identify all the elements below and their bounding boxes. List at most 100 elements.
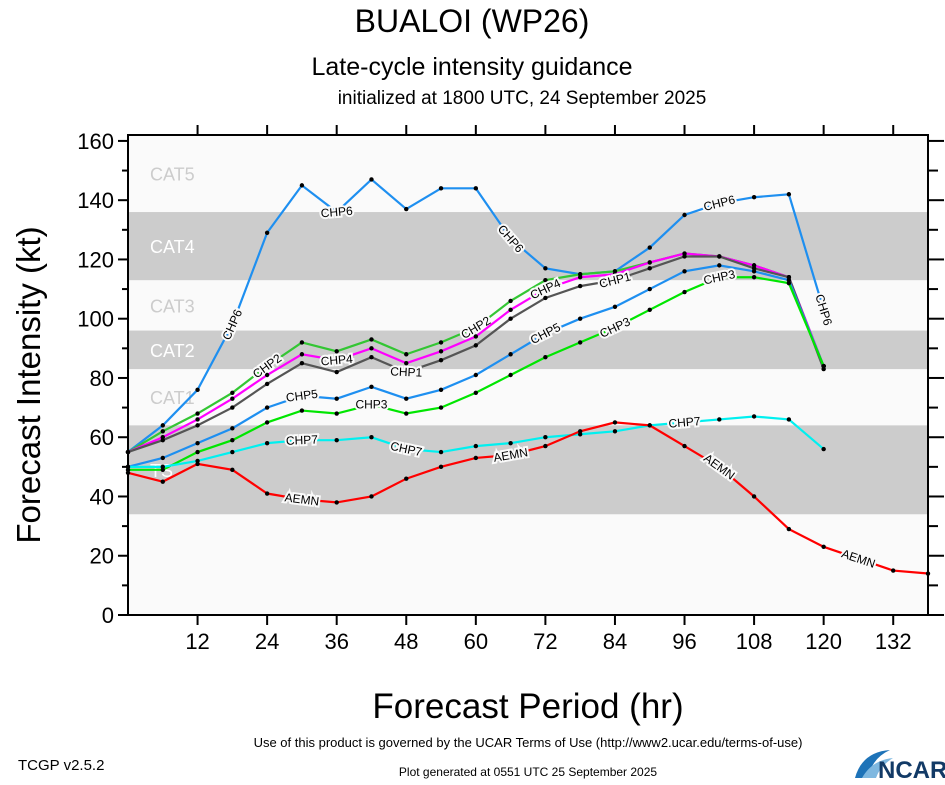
data-point-chp7 (264, 440, 270, 446)
x-tick-label: 24 (255, 629, 279, 654)
data-point-chp4 (230, 396, 235, 401)
data-point-chp2 (195, 411, 200, 416)
data-point-chp2 (438, 340, 444, 345)
terms-of-use: Use of this product is governed by the U… (254, 735, 803, 750)
data-point-chp5 (647, 286, 652, 292)
x-axis-label: Forecast Period (hr) (372, 687, 683, 726)
data-point-chp5 (438, 387, 444, 393)
data-point-chp1 (195, 423, 200, 428)
data-point-chp7 (404, 446, 409, 452)
data-point-chp3 (543, 355, 548, 360)
data-point-chp6 (369, 177, 374, 182)
x-tick-label: 36 (324, 629, 348, 654)
data-point-chp2 (404, 352, 409, 357)
data-point-aemn (230, 467, 235, 473)
data-point-chp6 (508, 236, 513, 241)
data-point-chp2 (264, 363, 270, 369)
y-tick-label: 80 (90, 366, 114, 391)
data-point-chp5 (369, 384, 374, 390)
y-tick-label: 120 (77, 247, 114, 272)
data-point-chp4 (577, 275, 583, 280)
y-tick-label: 20 (90, 544, 114, 569)
data-point-chp1 (334, 369, 339, 375)
data-point-chp4 (369, 346, 374, 351)
chart-title: BUALOI (WP26) (355, 3, 590, 39)
data-point-chp3 (195, 449, 200, 455)
data-point-chp5 (612, 304, 618, 310)
data-point-chp3 (334, 411, 339, 416)
x-tick-label: 12 (185, 629, 209, 654)
band-label-cat3: CAT3 (150, 296, 195, 316)
series-label-chp5: CHP5 (285, 387, 319, 405)
data-point-aemn (195, 461, 200, 467)
data-point-aemn (717, 464, 722, 470)
data-point-chp5 (160, 455, 165, 461)
data-point-chp5 (543, 331, 548, 336)
data-point-chp3 (299, 408, 305, 413)
data-point-chp1 (647, 266, 652, 271)
data-point-chp3 (577, 340, 583, 345)
data-point-aemn (925, 571, 931, 576)
x-tick-label: 120 (805, 629, 842, 654)
x-tick-label: 132 (875, 629, 912, 654)
data-point-chp3 (473, 390, 479, 395)
data-point-chp5 (299, 393, 305, 398)
y-axis-label: Forecast Intensity (kt) (10, 226, 47, 543)
data-point-chp7 (334, 437, 339, 443)
data-point-chp6 (473, 186, 479, 191)
data-point-chp6 (543, 266, 548, 271)
data-point-chp5 (404, 396, 409, 401)
band-label-cat5: CAT5 (150, 165, 195, 185)
data-point-chp2 (369, 337, 374, 342)
data-point-aemn (786, 526, 792, 532)
data-point-chp2 (334, 349, 339, 354)
series-label-chp3: CHP3 (355, 398, 387, 412)
y-tick-label: 100 (77, 307, 114, 332)
data-point-chp7 (821, 446, 826, 452)
data-point-chp1 (299, 360, 305, 366)
data-point-chp5 (334, 396, 339, 401)
chart-subtitle: Late-cycle intensity guidance (311, 53, 632, 81)
data-point-chp4 (647, 260, 652, 265)
data-point-aemn (612, 420, 618, 425)
data-point-chp1 (230, 405, 235, 410)
data-point-chp2 (230, 390, 235, 395)
data-point-chp5 (195, 440, 200, 446)
category-bands: TSCAT1CAT2CAT3CAT4CAT5 (128, 135, 928, 615)
data-point-aemn (125, 470, 131, 475)
data-point-chp7 (369, 435, 374, 440)
x-tick-label: 96 (672, 629, 696, 654)
data-point-chp6 (230, 322, 235, 327)
series-label-chp1: CHP1 (390, 364, 423, 379)
data-point-chp4 (508, 307, 513, 313)
data-point-chp3 (230, 437, 235, 443)
data-point-aemn (369, 494, 374, 499)
band-cat4 (128, 212, 928, 281)
data-point-aemn (438, 464, 444, 470)
x-tick-label: 108 (736, 629, 773, 654)
data-point-aemn (682, 443, 687, 449)
data-point-chp1 (682, 254, 687, 259)
data-point-chp6 (438, 186, 444, 191)
data-point-aemn (891, 568, 896, 573)
band-ts (128, 425, 928, 515)
data-point-chp6 (821, 307, 826, 313)
data-point-chp2 (508, 298, 513, 304)
data-point-chp4 (195, 417, 200, 422)
data-point-chp6 (334, 209, 339, 215)
data-point-chp5 (473, 372, 479, 378)
y-tick-label: 40 (90, 484, 114, 509)
x-tick-label: 60 (464, 629, 488, 654)
data-point-chp3 (751, 275, 757, 280)
series-label-aemn: AEMN (284, 490, 320, 508)
data-point-chp1 (125, 449, 131, 455)
data-point-chp1 (612, 277, 618, 283)
data-point-chp6 (786, 192, 792, 197)
data-point-chp7 (717, 417, 722, 422)
data-point-chp7 (751, 414, 757, 419)
axes: 12 24 36 48 60 72 84 96 108 120 132 0 20 40 60 80 100 120… (77, 125, 944, 654)
data-point-chp5 (508, 352, 513, 357)
version-label: TCGP v2.5.2 (18, 757, 104, 774)
data-point-aemn (856, 556, 861, 561)
